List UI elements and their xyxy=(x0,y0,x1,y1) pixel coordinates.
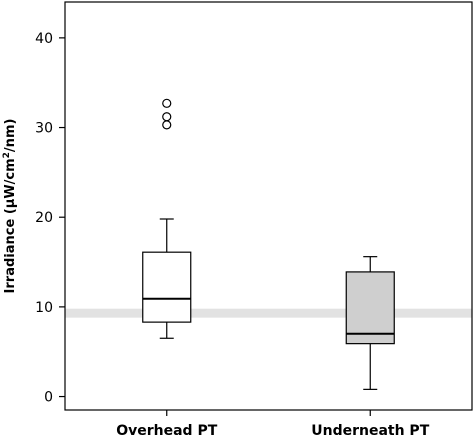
box-series xyxy=(142,98,395,390)
y-tick-label: 10 xyxy=(35,300,53,316)
x-category-label: Overhead PT xyxy=(116,423,217,439)
y-axis-title: Irradiance (μW/cm2/nm) xyxy=(2,119,18,294)
outlier-point xyxy=(162,120,172,130)
box-group xyxy=(345,256,395,390)
iqr-box xyxy=(345,271,395,345)
y-axis-title-unit: /nm) xyxy=(3,119,18,153)
y-axis-title-superscript: 2 xyxy=(2,152,12,158)
y-tick-label: 20 xyxy=(35,210,53,226)
y-tick-label: 40 xyxy=(35,31,53,47)
reference-band xyxy=(65,308,472,318)
x-axis-ticks: Overhead PT Underneath PT xyxy=(116,410,430,439)
box-group xyxy=(142,98,192,339)
y-axis-title-main: Irradiance (μW/cm xyxy=(3,158,18,293)
y-tick-label: 0 xyxy=(44,390,53,406)
iqr-box xyxy=(142,251,192,323)
plot-frame xyxy=(64,1,473,411)
y-axis-ticks: 0 10 20 30 40 xyxy=(35,31,65,406)
y-tick-label: 30 xyxy=(35,121,53,137)
outlier-point xyxy=(162,98,172,108)
x-category-label: Underneath PT xyxy=(311,423,429,439)
outlier-point xyxy=(162,112,172,122)
